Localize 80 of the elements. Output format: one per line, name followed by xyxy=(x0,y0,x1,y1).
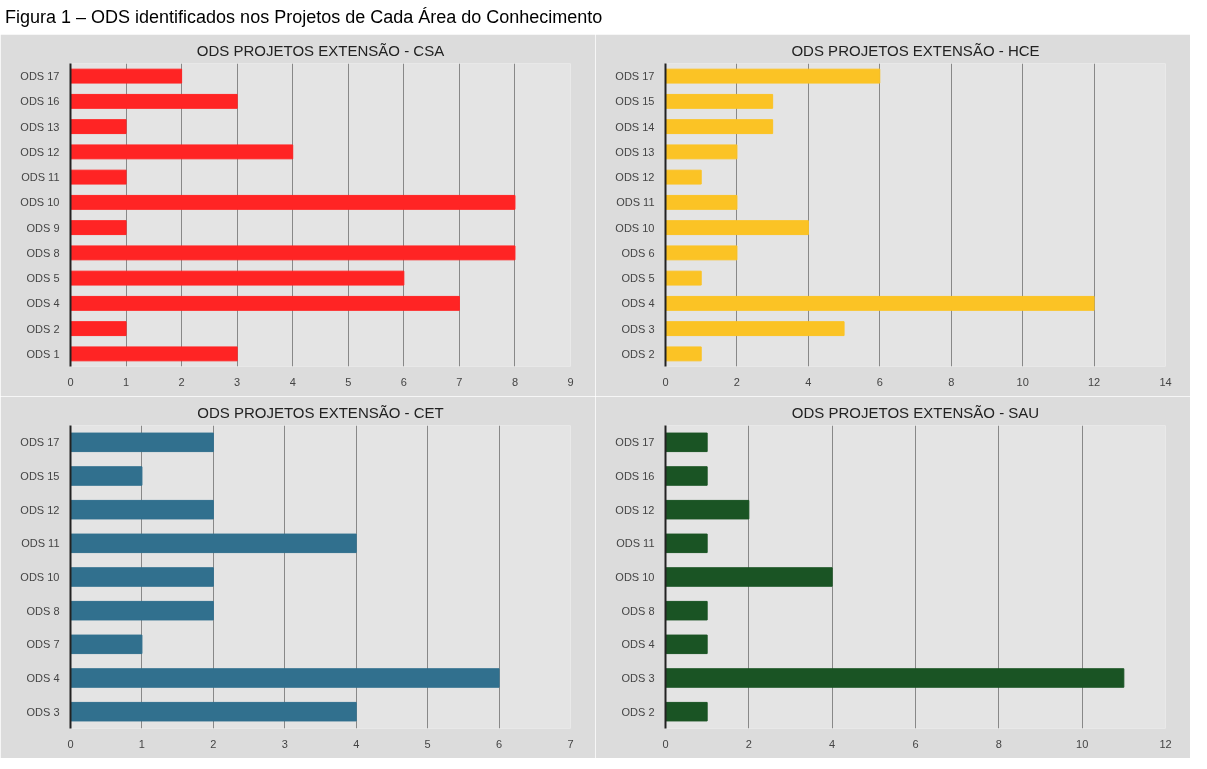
y-tick-label: ODS 17 xyxy=(615,436,655,449)
y-tick-label: ODS 2 xyxy=(26,322,60,335)
y-tick-label: ODS 8 xyxy=(26,604,60,617)
x-tick-label: 10 xyxy=(1076,737,1089,750)
x-tick-label: 3 xyxy=(281,737,288,750)
y-tick-label: ODS 11 xyxy=(616,537,655,550)
x-tick-label: 8 xyxy=(511,375,519,388)
x-tick-label: 12 xyxy=(1087,375,1101,388)
chart-title: ODS PROJETOS EXTENSÃO - CSA xyxy=(196,41,445,59)
x-tick-label: 2 xyxy=(210,737,217,750)
x-tick-label: 7 xyxy=(456,375,463,388)
x-tick-label: 6 xyxy=(400,375,407,388)
y-tick-label: ODS 15 xyxy=(20,470,60,482)
y-tick-label: ODS 3 xyxy=(621,672,655,684)
x-tick-label: 4 xyxy=(829,737,836,750)
y-tick-label: ODS 10 xyxy=(20,196,60,209)
x-tick-label: 4 xyxy=(289,375,296,388)
y-tick-label: ODS 16 xyxy=(615,470,655,482)
y-tick-label: ODS 3 xyxy=(621,322,655,335)
y-tick-label: ODS 4 xyxy=(26,297,60,310)
x-tick-label: 6 xyxy=(876,375,883,388)
y-tick-label: ODS 13 xyxy=(615,145,655,158)
y-tick-label: ODS 10 xyxy=(615,221,655,234)
y-tick-label: ODS 11 xyxy=(616,196,655,209)
x-tick-label: 2 xyxy=(733,375,740,388)
y-tick-label: ODS 4 xyxy=(621,297,655,310)
chart-title: ODS PROJETOS EXTENSÃO - CET xyxy=(197,403,444,421)
y-tick-label: ODS 10 xyxy=(615,571,655,583)
y-tick-label: ODS 12 xyxy=(20,503,60,516)
x-tick-label: 14 xyxy=(1159,375,1172,388)
y-tick-label: ODS 9 xyxy=(26,221,60,234)
x-tick-label: 7 xyxy=(567,737,574,750)
y-tick-label: ODS 6 xyxy=(621,246,655,259)
x-tick-label: 10 xyxy=(1016,375,1029,388)
y-tick-label: ODS 11 xyxy=(21,537,60,550)
x-tick-label: 4 xyxy=(805,375,812,388)
y-tick-label: ODS 17 xyxy=(615,70,655,83)
y-tick-label: ODS 7 xyxy=(26,638,60,651)
y-tick-label: ODS 8 xyxy=(621,604,655,617)
x-tick-label: 12 xyxy=(1159,737,1172,750)
chart-title: ODS PROJETOS EXTENSÃO - SAU xyxy=(791,403,1040,421)
x-tick-label: 0 xyxy=(662,737,669,750)
y-tick-label: ODS 14 xyxy=(615,120,655,133)
y-tick-label: ODS 2 xyxy=(621,705,655,718)
y-tick-label: ODS 3 xyxy=(26,705,60,718)
y-tick-label: ODS 17 xyxy=(20,436,60,449)
x-tick-label: 6 xyxy=(496,737,503,750)
x-tick-label: 9 xyxy=(567,375,574,388)
x-tick-label: 5 xyxy=(345,375,352,388)
y-tick-label: ODS 16 xyxy=(20,95,60,108)
y-tick-label: ODS 13 xyxy=(20,120,60,133)
x-tick-label: 0 xyxy=(67,375,74,388)
x-tick-label: 6 xyxy=(912,737,919,750)
y-tick-label: ODS 5 xyxy=(26,272,60,285)
y-tick-label: ODS 10 xyxy=(20,571,60,583)
y-tick-label: ODS 5 xyxy=(621,272,655,285)
y-tick-label: ODS 4 xyxy=(26,672,60,684)
x-tick-label: 5 xyxy=(424,737,431,750)
x-tick-label: 0 xyxy=(67,737,74,750)
x-tick-label: 3 xyxy=(234,375,241,388)
y-tick-label: ODS 17 xyxy=(20,70,60,83)
x-tick-label: 8 xyxy=(995,737,1002,750)
y-tick-label: ODS 1 xyxy=(26,347,60,360)
chart-title: ODS PROJETOS EXTENSÃO - HCE xyxy=(791,41,1040,59)
x-tick-label: 1 xyxy=(123,375,130,388)
y-tick-label: ODS 12 xyxy=(20,145,60,158)
x-tick-label: 4 xyxy=(353,737,360,750)
y-tick-label: ODS 15 xyxy=(615,95,655,108)
x-tick-label: 2 xyxy=(178,375,185,388)
x-tick-label: 0 xyxy=(662,375,669,388)
y-tick-label: ODS 2 xyxy=(621,347,655,360)
y-tick-label: ODS 12 xyxy=(615,171,655,184)
y-tick-label: ODS 8 xyxy=(26,246,60,259)
text: Figura 1 – ODS identificados nos Projetos de Cada Área do Conhecimento xyxy=(5,6,603,29)
y-tick-label: ODS 12 xyxy=(615,503,655,516)
x-tick-label: 8 xyxy=(948,375,955,388)
x-tick-label: 1 xyxy=(138,737,145,750)
y-tick-label: ODS 4 xyxy=(621,638,655,651)
x-tick-label: 2 xyxy=(745,737,752,750)
y-tick-label: ODS 11 xyxy=(21,171,60,184)
